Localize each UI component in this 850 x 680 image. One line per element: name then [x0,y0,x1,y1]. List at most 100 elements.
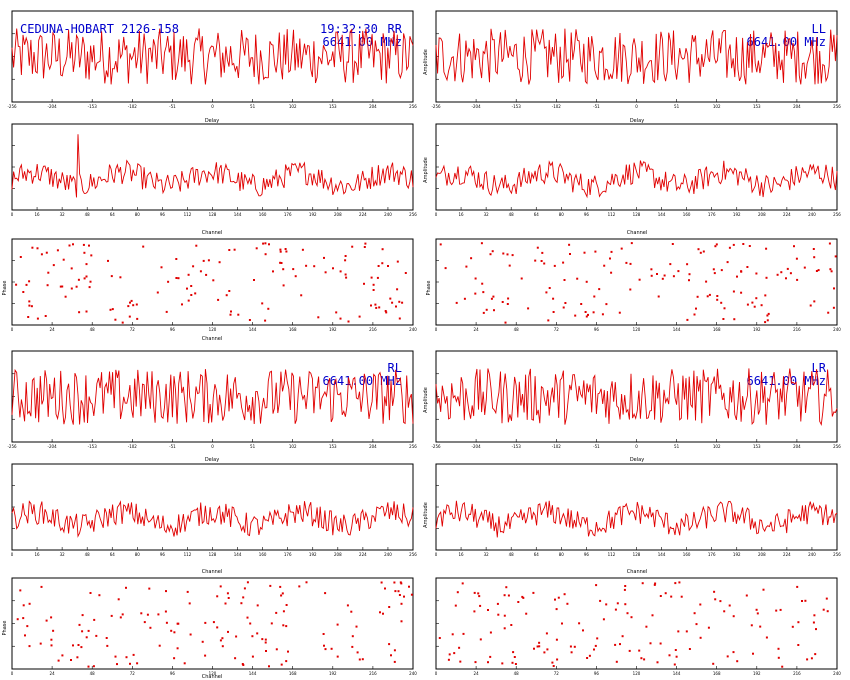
phase-point [165,590,167,593]
phase-point [16,618,19,621]
x-tick-label: 112 [608,552,616,557]
x-tick-label: 120 [633,327,641,332]
phase-point [574,314,577,317]
phase-point [391,301,394,304]
phase-point [216,626,219,629]
phase-point [697,248,700,251]
phase-point [503,614,506,617]
x-tick-label: 240 [384,212,392,217]
x-tick-label: 256 [409,212,417,217]
phase-point [809,304,812,307]
ylabel-lr-amp: Amplitude [423,502,429,528]
phase-point [212,279,215,282]
x-tick-label: -51 [593,104,600,109]
phase-point [129,301,131,304]
phase-point [674,649,677,651]
phase-point [64,295,67,298]
phase-point [444,267,447,270]
phase-point [785,277,787,280]
phase-point [813,300,816,303]
phase-point [536,645,539,648]
phase-point [569,253,571,255]
phase-point [248,319,251,321]
phase-point [285,604,288,606]
phase-point [557,596,560,599]
phase-point [36,247,39,250]
phase-point [284,248,287,250]
phase-point [507,297,510,300]
phase-point [228,290,231,292]
amplitude-trace [11,134,414,198]
phase-point [536,246,539,249]
x-tick-label: 224 [359,552,367,557]
phase-point [619,643,621,646]
phase-point [397,590,400,593]
x-tick-label: 112 [184,552,192,557]
phase-point [826,610,829,613]
x-tick-label: 144 [673,327,681,332]
phase-point [624,585,627,587]
phase-point [463,297,466,300]
phase-point [766,319,769,322]
x-tick-label: 0 [435,671,438,676]
phase-point [487,661,489,664]
phase-point [256,632,259,635]
phase-point [742,243,745,245]
x-tick-label: 64 [534,552,540,557]
phase-point [89,592,92,594]
phase-point [388,643,391,646]
phase-point [506,253,509,256]
phase-point [746,266,749,268]
phase-point [670,595,673,598]
phase-point [281,592,284,595]
phase-point [707,626,710,629]
x-tick-label: 208 [334,552,342,557]
phase-point [47,271,50,274]
phase-point [722,318,725,320]
phase-point [380,581,383,584]
phase-point [615,660,618,663]
phase-point [797,644,800,646]
phase-point [696,295,699,298]
phase-point [80,646,83,649]
phase-point [706,295,709,298]
phase-point [116,663,118,666]
phase-point [72,644,74,647]
phase-point [146,613,149,616]
phase-point [82,243,85,246]
phase-point [121,613,124,616]
x-tick-label: 24 [50,671,56,676]
phase-point [68,244,71,247]
phase-point [503,627,506,630]
phase-point [720,301,723,304]
phase-point [261,638,264,641]
phase-point [733,318,736,321]
x-tick-label: 80 [135,212,141,217]
phase-point [205,273,208,276]
phase-point [686,318,689,321]
phase-point [470,257,473,260]
phase-point [593,295,596,298]
phase-point [815,270,818,272]
phase-point [641,582,644,585]
phase-point [599,599,602,602]
phase-point [605,303,608,306]
x-tick-label: -51 [593,444,600,449]
amplitude-trace [435,500,838,538]
phase-point [221,645,224,648]
phase-point [712,268,715,271]
phase-point [387,265,389,267]
phase-point [461,582,464,585]
phase-point [127,305,130,308]
x-tick-label: 240 [808,552,816,557]
panel-rr-amplitude: 0 16 32 48 64 80 96 112 128 144 160 176 192 208 224 240… [11,123,417,217]
phase-point [543,262,546,265]
phase-point [346,604,349,607]
x-tick-label: 64 [110,212,116,217]
phase-point [140,612,143,615]
phase-point [813,256,816,259]
x-tick-label: 176 [284,552,292,557]
x-tick-label: 16 [35,552,41,557]
x-tick-label: 96 [160,552,166,557]
phase-point [834,255,837,258]
